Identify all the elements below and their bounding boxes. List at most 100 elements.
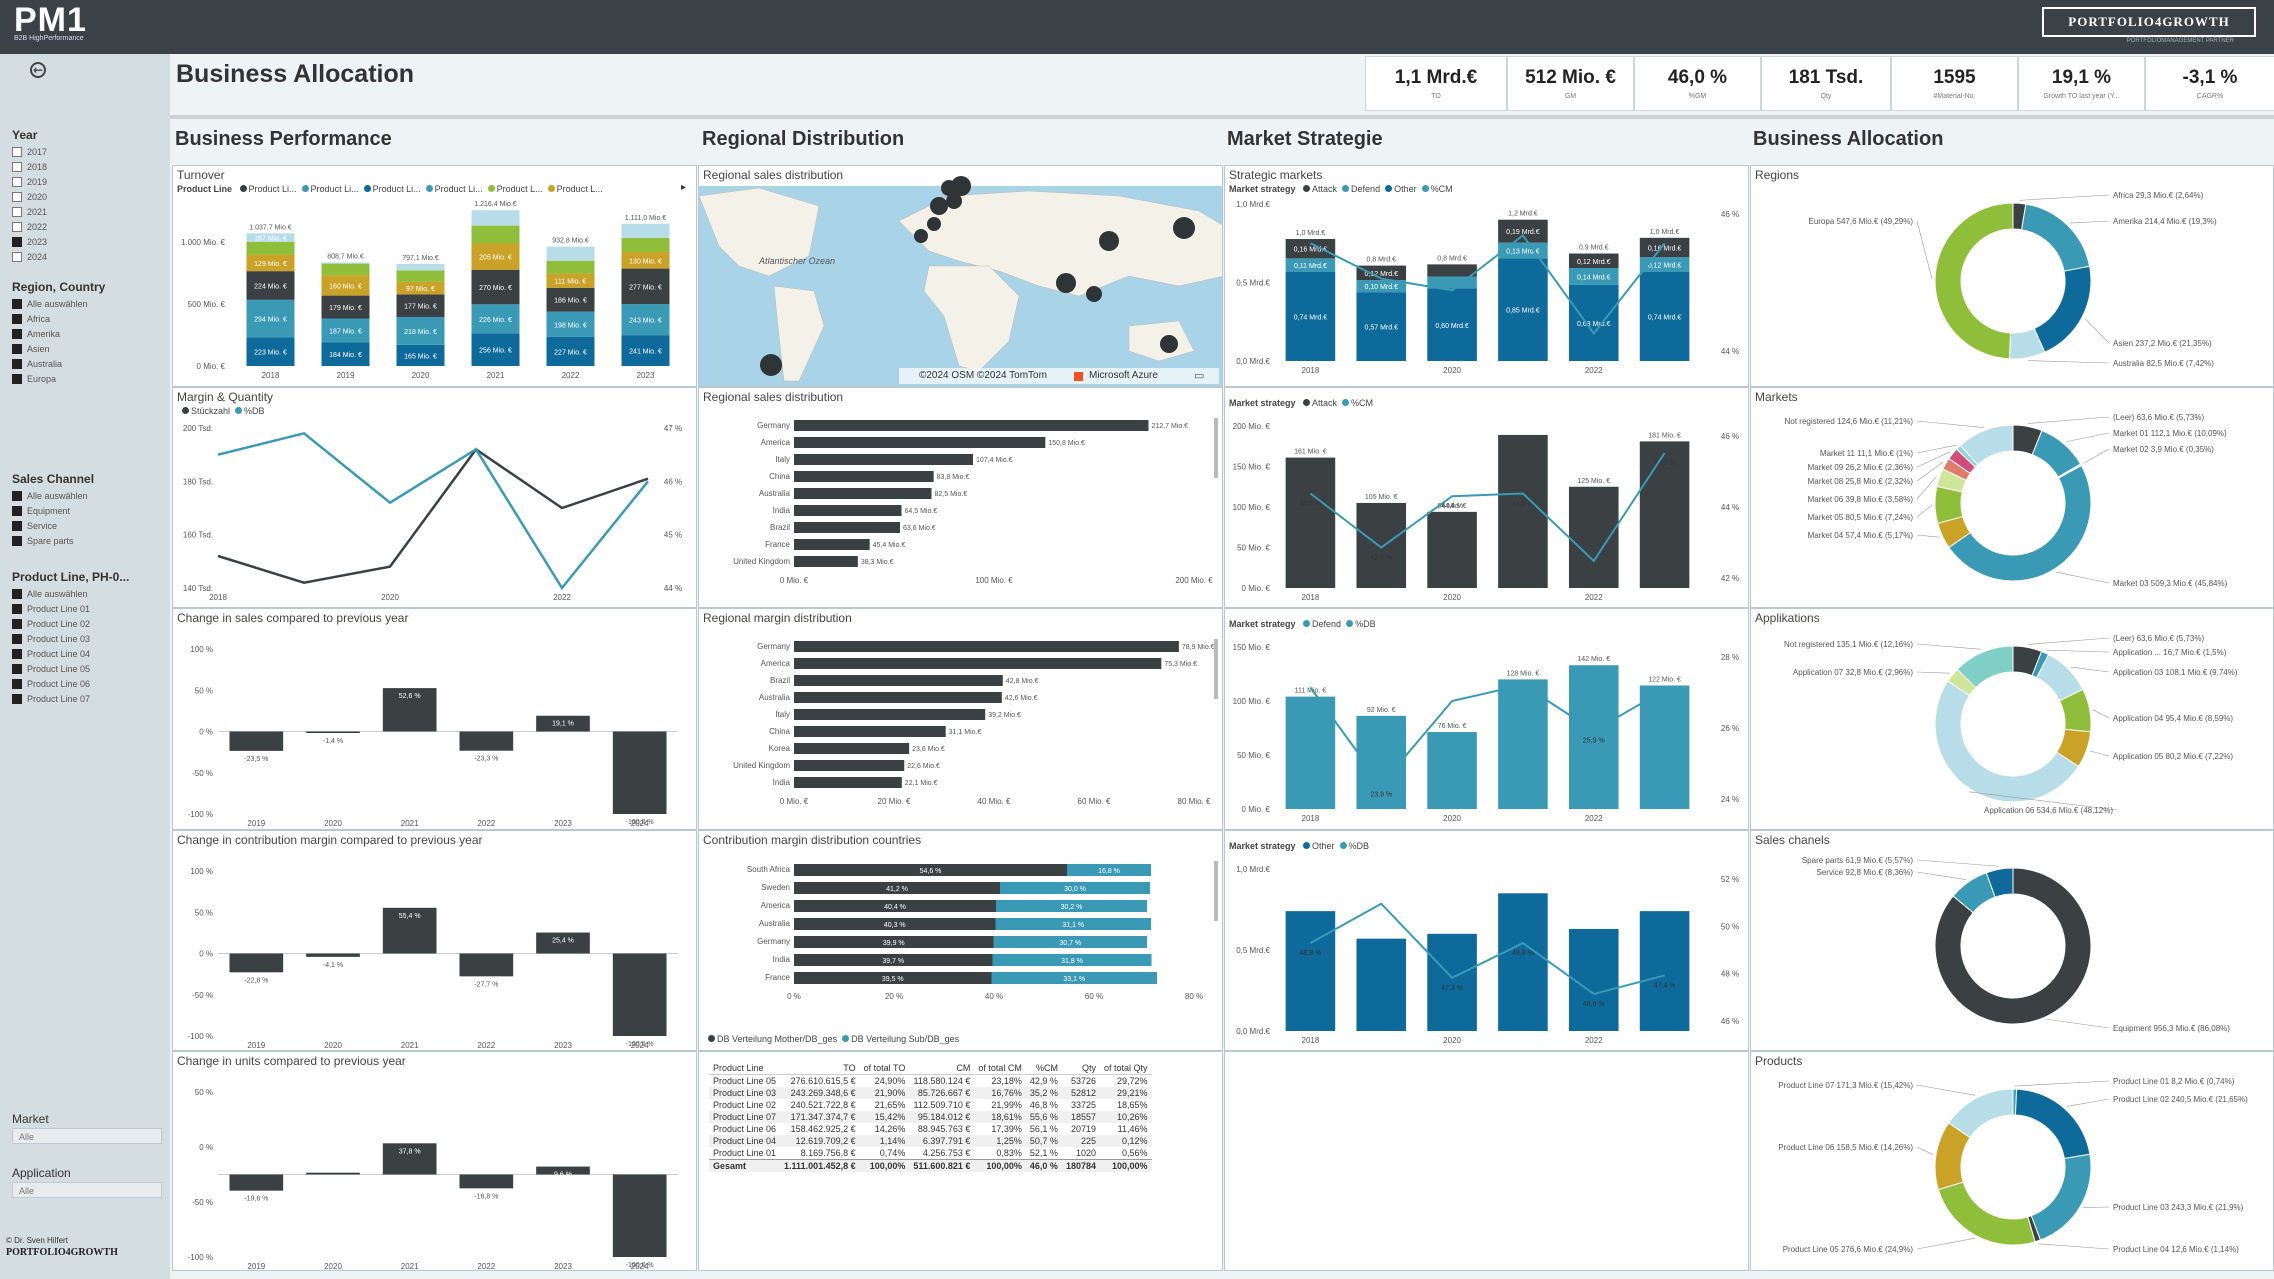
filter-option[interactable]: 2022 bbox=[12, 219, 47, 234]
scrollbar[interactable] bbox=[1214, 639, 1218, 699]
filter-option[interactable]: Service bbox=[12, 518, 88, 533]
checkbox[interactable] bbox=[12, 648, 22, 659]
checkbox[interactable] bbox=[12, 588, 22, 599]
table-header[interactable]: Product Line bbox=[709, 1062, 781, 1075]
checkbox[interactable] bbox=[12, 693, 22, 704]
filter-option[interactable]: Europa bbox=[12, 371, 88, 386]
sales-map[interactable] bbox=[699, 166, 1223, 387]
filter-option[interactable]: Amerika bbox=[12, 326, 88, 341]
legend-marker bbox=[1303, 842, 1311, 849]
checkbox[interactable] bbox=[12, 678, 22, 689]
filter-option[interactable]: Asien bbox=[12, 341, 88, 356]
total-label: 0,9 Mrd.€ bbox=[1579, 245, 1609, 252]
table-row[interactable]: Product Line 06 158.462.925,2 € 14,26% 88.9… bbox=[709, 1123, 1152, 1135]
filter-option[interactable]: Product Line 01 bbox=[12, 601, 90, 616]
checkbox[interactable] bbox=[12, 146, 22, 157]
table-row[interactable]: Product Line 04 12.619.709,2 €1,14% 6.397.… bbox=[709, 1135, 1152, 1147]
table-header[interactable]: of total TO bbox=[859, 1062, 910, 1075]
filter-option[interactable]: Equipment bbox=[12, 503, 88, 518]
filter-option[interactable]: Product Line 03 bbox=[12, 631, 90, 646]
donut-label: Market 05 80,5 Mio.€ (7,24%) bbox=[1808, 513, 1914, 522]
kpi-label: %GM bbox=[1688, 93, 1707, 100]
sales-bubble bbox=[930, 197, 948, 215]
filter-option[interactable]: Product Line 06 bbox=[12, 676, 90, 691]
table-row[interactable]: Product Line 03 243.269.348,6 €21,90% 85.7… bbox=[709, 1087, 1152, 1099]
filter-option[interactable]: 2017 bbox=[12, 144, 47, 159]
table-row[interactable]: Product Line 02 240.521.722,8 € 21,65% 112.… bbox=[709, 1099, 1152, 1111]
legend-marker bbox=[1342, 185, 1350, 192]
market-dropdown[interactable]: Alle bbox=[12, 1128, 162, 1144]
table-header[interactable]: of total CM bbox=[974, 1062, 1026, 1075]
checkbox[interactable] bbox=[12, 535, 22, 546]
legend-marker bbox=[1346, 620, 1354, 627]
scrollbar[interactable] bbox=[1214, 418, 1218, 478]
table-cell: 10,26% bbox=[1099, 1111, 1152, 1123]
filter-option[interactable]: 2020 bbox=[12, 189, 47, 204]
checkbox[interactable] bbox=[12, 328, 22, 339]
filter-option[interactable]: 2024 bbox=[12, 249, 47, 264]
table-header[interactable]: of total Qty bbox=[1099, 1062, 1152, 1075]
filter-option[interactable]: Africa bbox=[12, 311, 88, 326]
checkbox[interactable] bbox=[12, 176, 22, 187]
checkbox[interactable] bbox=[12, 633, 22, 644]
checkbox[interactable] bbox=[12, 358, 22, 369]
filter-option[interactable]: Alle auswählen bbox=[12, 296, 88, 311]
checkbox[interactable] bbox=[12, 603, 22, 614]
donut-label: Application 05 80,2 Mio.€ (7,22%) bbox=[2113, 752, 2233, 761]
checkbox[interactable] bbox=[12, 251, 22, 262]
filter-option[interactable]: Alle auswählen bbox=[12, 586, 90, 601]
table-row[interactable]: Product Line 01 8.169.756,8 € 0,74% 4.256.7… bbox=[709, 1147, 1152, 1160]
table-header[interactable]: Qty bbox=[1061, 1062, 1100, 1075]
filter-option[interactable]: Product Line 02 bbox=[12, 616, 90, 631]
checkbox[interactable] bbox=[12, 313, 22, 324]
table-header[interactable]: TO bbox=[780, 1062, 860, 1075]
table-cell: 225 bbox=[1061, 1135, 1100, 1147]
filter-option[interactable]: Product Line 04 bbox=[12, 646, 90, 661]
checkbox[interactable] bbox=[12, 618, 22, 629]
checkbox[interactable] bbox=[12, 343, 22, 354]
back-arrow-icon[interactable]: ← bbox=[30, 62, 46, 78]
checkbox[interactable] bbox=[12, 373, 22, 384]
table-header[interactable]: CM bbox=[909, 1062, 975, 1075]
filter-option-label: Alle auswählen bbox=[27, 490, 88, 501]
table-cell: 171.347.374,7 € bbox=[780, 1111, 860, 1123]
legend-marker bbox=[1342, 399, 1350, 406]
filter-option[interactable]: 2021 bbox=[12, 204, 47, 219]
h-bar bbox=[794, 420, 1149, 431]
strategy-bar bbox=[1285, 911, 1336, 1031]
filter-option-label: Product Line 06 bbox=[27, 678, 91, 689]
checkbox[interactable] bbox=[12, 298, 22, 309]
segment-label: 270 Mio. € bbox=[479, 285, 512, 292]
legend-next-icon[interactable]: ▸ bbox=[680, 182, 686, 193]
checkbox[interactable] bbox=[12, 520, 22, 531]
checkbox[interactable] bbox=[12, 490, 22, 501]
table-row[interactable]: Product Line 07 171.347.374,7 €15,42% 95.1… bbox=[709, 1111, 1152, 1123]
checkbox[interactable] bbox=[12, 663, 22, 674]
table-row[interactable]: Product Line 05 276.610.615,5 € 24,90% 118.… bbox=[709, 1075, 1152, 1088]
checkbox[interactable] bbox=[12, 191, 22, 202]
checkbox[interactable] bbox=[12, 505, 22, 516]
filter-option[interactable]: Alle auswählen bbox=[12, 488, 88, 503]
scrollbar[interactable] bbox=[1214, 861, 1218, 921]
checkbox[interactable] bbox=[12, 161, 22, 172]
filter-option[interactable]: 2018 bbox=[12, 159, 47, 174]
filter-option[interactable]: Product Line 07 bbox=[12, 691, 90, 706]
checkbox[interactable] bbox=[12, 221, 22, 232]
checkbox[interactable] bbox=[12, 206, 22, 217]
author-brand: PORTFOLIO4GROWTH bbox=[6, 1247, 118, 1258]
stack-segment bbox=[471, 333, 520, 366]
checkbox[interactable] bbox=[12, 236, 22, 247]
table-row[interactable]: Gesamt 1.111.001.452,8 €100,00% 511.600.82… bbox=[709, 1159, 1152, 1172]
filter-option[interactable]: Australia bbox=[12, 356, 88, 371]
filter-option[interactable]: Product Line 05 bbox=[12, 661, 90, 676]
filter-option[interactable]: 2019 bbox=[12, 174, 47, 189]
y-tick-label: 50 Mio. € bbox=[1237, 751, 1270, 760]
x-tick-label: 2020 bbox=[324, 1262, 342, 1271]
filter-option[interactable]: 2023 bbox=[12, 234, 47, 249]
application-dropdown[interactable]: Alle bbox=[12, 1182, 162, 1198]
table-header[interactable]: %CM bbox=[1025, 1062, 1062, 1075]
stack-segment bbox=[1285, 239, 1336, 259]
map-feedback-icon[interactable]: ▭ bbox=[1194, 369, 1205, 382]
filter-option[interactable]: Spare parts bbox=[12, 533, 88, 548]
stack-segment bbox=[621, 223, 670, 238]
